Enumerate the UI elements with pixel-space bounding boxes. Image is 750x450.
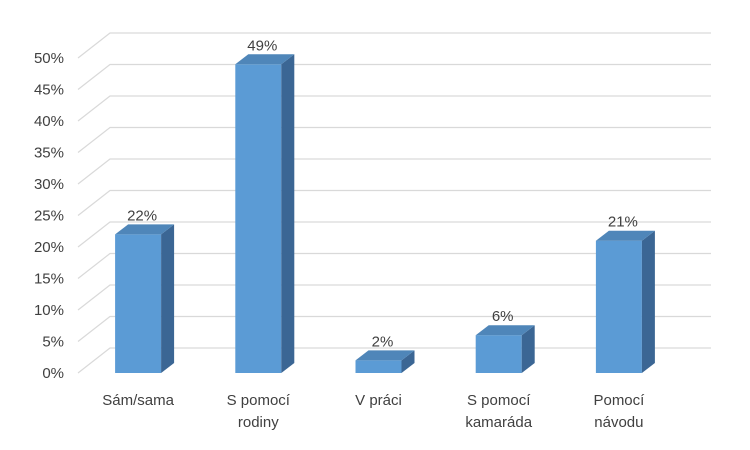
x-category-label: S pomocí rodiny [227, 392, 291, 431]
y-tick-label: 15% [34, 271, 64, 288]
gridline-3 [77, 252, 711, 279]
x-category-label: V práci [355, 392, 402, 409]
bar-3 [475, 325, 535, 373]
y-tick-label: 40% [34, 113, 64, 130]
gridline-5 [77, 189, 711, 216]
data-label: 22% [127, 207, 157, 224]
bar-front [595, 240, 642, 373]
gridline-4 [77, 221, 711, 248]
gridline-2 [77, 284, 711, 311]
gridline-1 [77, 315, 711, 342]
y-tick-label: 45% [34, 82, 64, 99]
x-category-label: Pomocí návodu [593, 392, 645, 431]
bar-front [475, 335, 522, 373]
bar-front [355, 360, 402, 373]
y-tick-label: 5% [42, 334, 64, 351]
gridline-6 [77, 158, 711, 185]
bar-2 [355, 350, 415, 373]
data-label: 2% [372, 333, 394, 350]
bar-4 [595, 230, 655, 373]
bar-top [355, 350, 415, 361]
y-tick-label: 30% [34, 176, 64, 193]
bar-front [235, 64, 282, 374]
y-axis-tick-labels: 0% 5% 10% 15% 20% 25% 30% 35% 40% 45% 50% [34, 50, 64, 382]
x-category-label: Sám/sama [102, 392, 174, 409]
data-label: 21% [608, 214, 638, 231]
data-label: 6% [492, 308, 514, 325]
data-label: 49% [247, 37, 277, 54]
bar-side [161, 224, 175, 373]
y-tick-label: 25% [34, 208, 64, 225]
gridline-8 [77, 95, 711, 122]
y-tick-label: 35% [34, 145, 64, 162]
data-labels: 22% 49% 2% 6% 21% [127, 37, 638, 350]
bar-top [235, 54, 295, 65]
x-category-label: S pomocí kamaráda [465, 392, 532, 431]
bar-side [401, 350, 415, 373]
y-tick-label: 50% [34, 50, 64, 67]
bar-top [595, 230, 655, 241]
bars [115, 54, 655, 374]
bar-side [281, 54, 295, 374]
gridlines [77, 32, 711, 374]
bar-top [475, 325, 535, 336]
bar-0 [115, 224, 175, 373]
y-tick-label: 0% [42, 365, 64, 382]
y-tick-label: 10% [34, 302, 64, 319]
bar-side [521, 325, 535, 373]
gridline-10 [77, 32, 711, 59]
gridline-7 [77, 126, 711, 153]
bar-side [641, 230, 655, 373]
bar-1 [235, 54, 295, 374]
y-tick-label: 20% [34, 239, 64, 256]
bar-top [115, 224, 175, 235]
x-axis-category-labels: Sám/sama S pomocí rodiny V práci S pomocí kam… [102, 392, 645, 431]
gridline-9 [77, 63, 711, 90]
bar-front [115, 234, 162, 373]
